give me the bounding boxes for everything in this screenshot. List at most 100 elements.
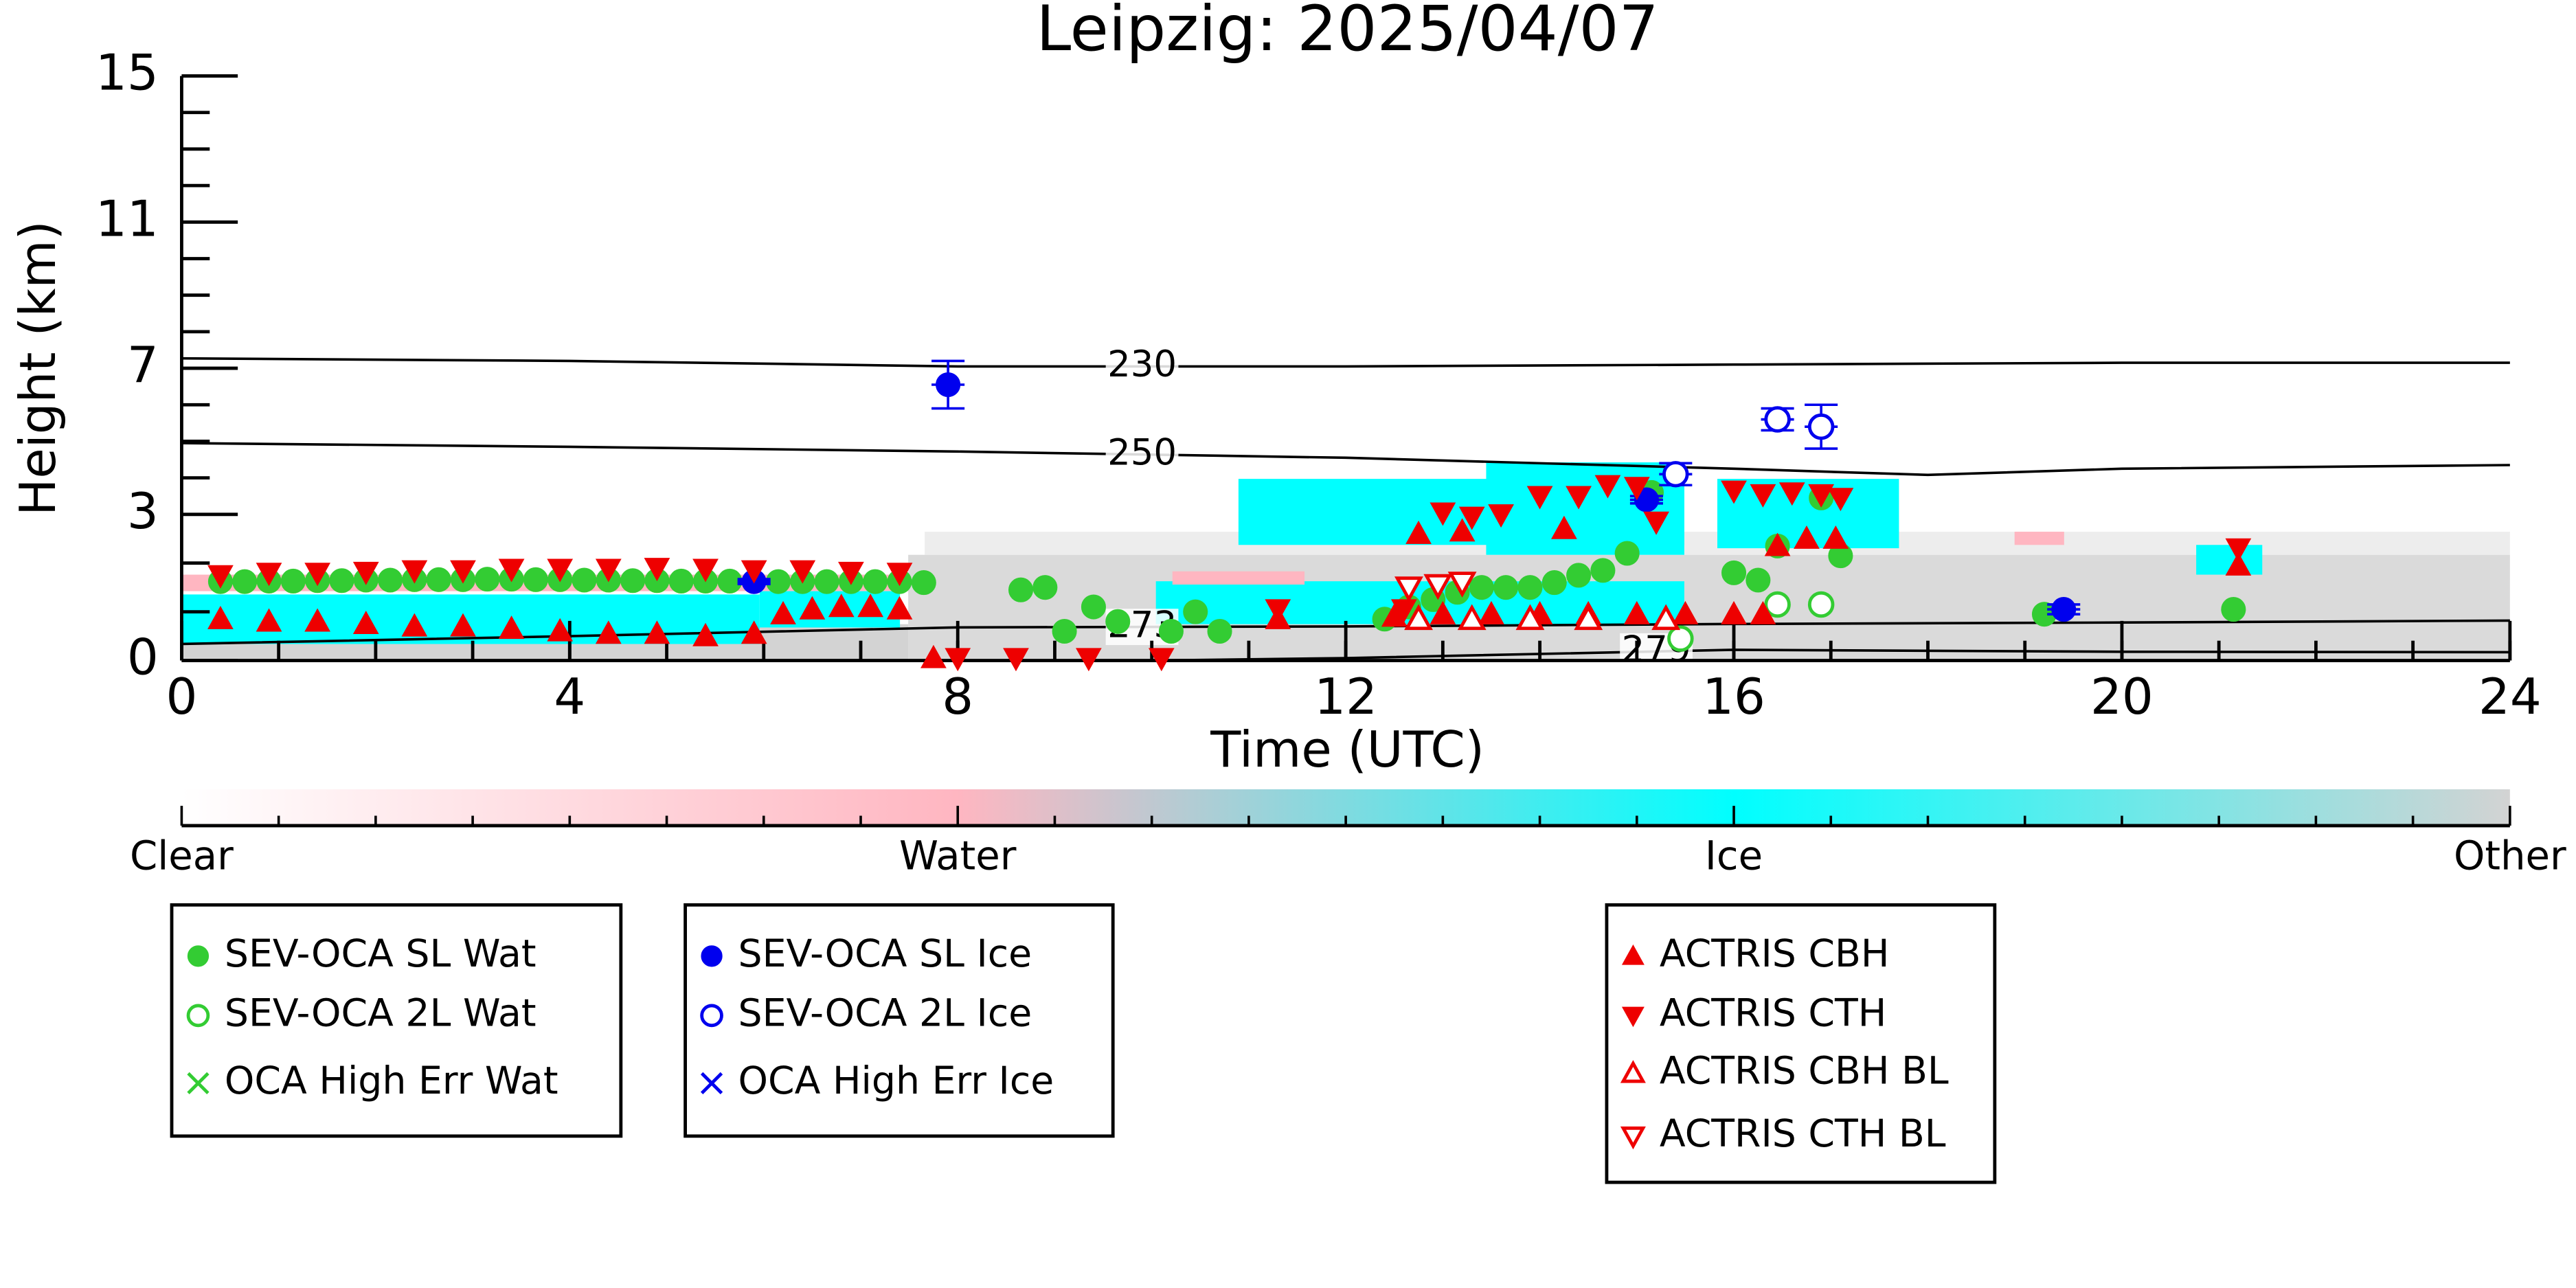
legend-marker <box>700 1072 723 1095</box>
point <box>1148 648 1175 672</box>
legend-label: SEV-OCA 2L Wat <box>225 991 536 1035</box>
legend-marker <box>701 945 723 967</box>
point <box>256 608 282 632</box>
point <box>1430 502 1456 526</box>
point <box>304 608 331 632</box>
point <box>1265 599 1291 623</box>
point <box>498 558 525 583</box>
point <box>2225 552 2252 576</box>
point <box>1457 604 1487 631</box>
point <box>814 569 839 594</box>
point <box>1081 594 1106 620</box>
point <box>1827 488 1854 512</box>
point <box>886 563 913 587</box>
point <box>1764 532 1791 556</box>
colorbar-label: Ice <box>1705 833 1763 879</box>
point <box>1394 576 1423 602</box>
point <box>789 560 816 584</box>
legend-marker <box>186 1004 210 1028</box>
colorbar-label: Clear <box>130 833 234 879</box>
colorbar-label: Other <box>2454 833 2566 879</box>
point <box>945 648 971 672</box>
y-tick-label: 7 <box>127 337 159 394</box>
y-axis-label: Height (km) <box>10 221 67 516</box>
point <box>1052 618 1077 644</box>
legend-box <box>170 903 623 1138</box>
point <box>280 568 306 594</box>
point <box>1750 600 1776 624</box>
point <box>523 567 548 592</box>
legend-label: ACTRIS CTH BL <box>1660 1112 1946 1156</box>
point <box>1764 406 1791 433</box>
point <box>1590 558 1616 583</box>
point <box>1672 600 1699 624</box>
point <box>1764 591 1791 618</box>
point <box>1207 618 1232 644</box>
point <box>1526 486 1553 510</box>
point <box>1008 577 1034 602</box>
legend-label: OCA High Err Wat <box>225 1059 558 1103</box>
point <box>256 563 282 587</box>
legend-label: ACTRIS CBH BL <box>1660 1050 1949 1094</box>
point <box>692 558 719 583</box>
point <box>232 569 258 594</box>
point <box>352 561 379 585</box>
point <box>1449 518 1476 542</box>
point <box>644 620 670 644</box>
point <box>1634 487 1659 512</box>
point <box>1822 525 1849 549</box>
point <box>741 620 767 644</box>
point <box>1517 575 1543 600</box>
point <box>1643 511 1669 535</box>
point <box>1541 570 1567 596</box>
point <box>1614 541 1640 566</box>
point <box>1721 560 1747 585</box>
point <box>1003 648 1029 672</box>
point <box>207 565 234 589</box>
legend-marker <box>187 1072 210 1095</box>
point <box>1423 574 1453 600</box>
legend-marker <box>187 945 210 967</box>
legend-label: SEV-OCA SL Wat <box>225 932 536 976</box>
colorbar-label: Water <box>899 833 1017 879</box>
point <box>1662 461 1689 488</box>
legend-marker <box>700 1004 723 1028</box>
legend-label: SEV-OCA SL Ice <box>738 932 1032 976</box>
point <box>547 558 574 583</box>
point <box>911 570 936 596</box>
point <box>378 567 403 593</box>
x-axis-label: Time (UTC) <box>1210 721 1484 779</box>
point <box>547 618 574 642</box>
point <box>1574 604 1603 631</box>
point <box>799 596 826 620</box>
point <box>1721 600 1747 624</box>
point <box>1566 563 1592 588</box>
point <box>1745 567 1771 593</box>
point <box>770 600 796 624</box>
point <box>2225 538 2252 562</box>
point <box>1493 575 1519 600</box>
point <box>1667 625 1694 652</box>
point <box>644 558 670 582</box>
point <box>1469 575 1494 600</box>
point <box>1391 599 1417 623</box>
point <box>304 563 331 587</box>
point <box>1778 482 1805 506</box>
y-tick-label: 15 <box>95 45 159 102</box>
point <box>498 615 525 640</box>
point <box>668 568 694 594</box>
contour-label: 230 <box>1107 343 1177 385</box>
point <box>1105 609 1131 634</box>
point <box>828 594 855 618</box>
x-tick-label: 24 <box>2478 668 2542 726</box>
legend-label: SEV-OCA 2L Ice <box>738 991 1032 1035</box>
y-tick-label: 0 <box>127 629 159 687</box>
point <box>1750 484 1776 508</box>
contour-label-bg <box>1105 436 1179 473</box>
point <box>1594 475 1621 499</box>
point <box>207 605 234 629</box>
point <box>475 567 500 592</box>
point <box>1623 477 1650 501</box>
point <box>1808 484 1835 508</box>
